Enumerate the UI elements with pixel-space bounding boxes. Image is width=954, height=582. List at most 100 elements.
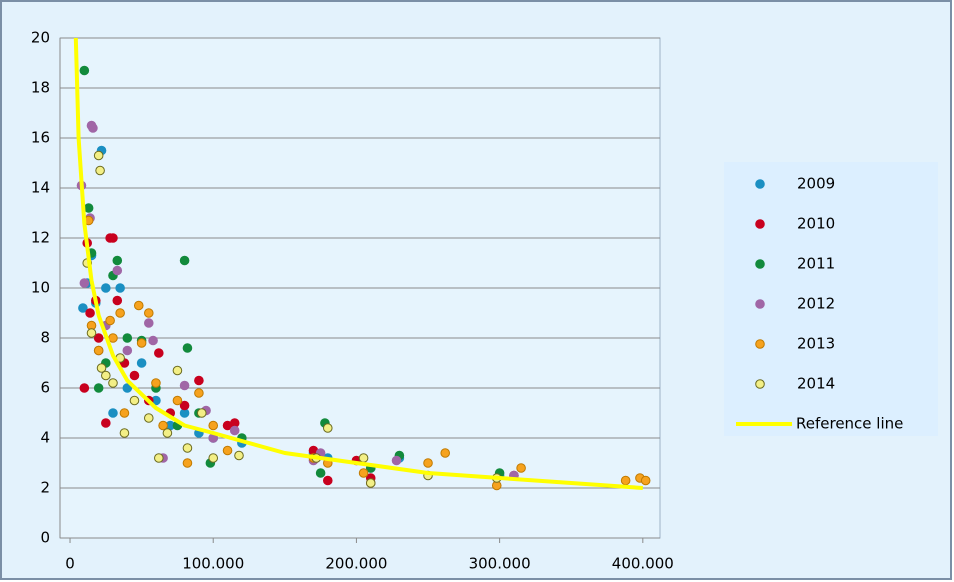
scatter-point xyxy=(423,458,433,468)
legend-label: 2013 xyxy=(797,335,835,353)
scatter-point xyxy=(86,328,97,338)
scatter-point xyxy=(129,395,140,406)
scatter-point xyxy=(96,363,107,373)
scatter-point xyxy=(196,408,207,418)
scatter-point xyxy=(119,428,130,438)
scatter-point xyxy=(136,358,147,368)
legend-marker xyxy=(755,179,765,189)
scatter-point xyxy=(172,395,183,406)
scatter-point xyxy=(229,425,240,436)
scatter-point xyxy=(179,400,190,411)
legend-marker xyxy=(755,339,765,349)
legend-marker xyxy=(755,259,765,269)
scatter-point xyxy=(322,475,333,486)
scatter-point xyxy=(158,420,168,431)
scatter-point xyxy=(315,468,326,478)
y-tick-label: 10 xyxy=(31,279,50,297)
scatter-point xyxy=(208,453,219,463)
scatter-point xyxy=(358,453,369,463)
scatter-point xyxy=(516,463,526,473)
scatter-point xyxy=(93,383,104,393)
x-tick-label: 200.000 xyxy=(325,555,387,573)
y-tick-label: 16 xyxy=(31,129,50,147)
scatter-point xyxy=(108,333,118,343)
scatter-point xyxy=(391,455,402,466)
y-tick-label: 2 xyxy=(40,479,50,497)
legend-marker xyxy=(755,379,765,389)
scatter-point xyxy=(194,388,204,398)
scatter-point xyxy=(182,343,193,353)
scatter-point xyxy=(95,165,105,176)
scatter-point xyxy=(182,458,193,468)
legend-label: 2012 xyxy=(797,295,835,313)
scatter-point xyxy=(79,278,90,288)
scatter-point xyxy=(115,308,125,318)
scatter-point xyxy=(640,475,651,486)
scatter-point xyxy=(112,255,123,266)
scatter-point xyxy=(108,378,118,388)
scatter-point xyxy=(179,380,190,391)
scatter-point xyxy=(122,383,133,393)
legend-label: 2010 xyxy=(797,215,835,233)
y-tick-label: 20 xyxy=(31,29,50,47)
scatter-point xyxy=(129,370,140,381)
scatter-point xyxy=(83,203,94,213)
reference-line xyxy=(73,37,643,490)
y-tick-label: 6 xyxy=(40,379,50,397)
legend-box xyxy=(724,162,938,436)
scatter-point xyxy=(108,408,118,418)
scatter-point xyxy=(154,348,164,358)
y-tick-label: 12 xyxy=(31,229,50,247)
x-tick-label: 400.000 xyxy=(612,555,674,573)
scatter-point xyxy=(151,378,161,388)
legend-label: 2009 xyxy=(797,175,835,193)
scatter-point xyxy=(112,265,123,276)
scatter-point xyxy=(88,123,98,133)
scatter-point xyxy=(365,478,376,488)
y-tick-label: 4 xyxy=(40,429,50,447)
scatter-point xyxy=(440,448,451,458)
scatter-point xyxy=(148,335,158,346)
scatter-point xyxy=(222,445,233,456)
scatter-point xyxy=(101,418,111,428)
scatter-point xyxy=(93,150,104,161)
y-tick-label: 8 xyxy=(40,329,50,347)
y-tick-label: 0 xyxy=(40,529,50,547)
y-tick-label: 18 xyxy=(31,79,50,97)
scatter-point xyxy=(154,453,164,463)
scatter-point xyxy=(143,308,154,318)
scatter-point xyxy=(133,300,144,311)
scatter-point xyxy=(179,255,190,266)
x-tick-label: 100.000 xyxy=(182,555,244,573)
scatter-point xyxy=(78,303,88,313)
legend-label: 2011 xyxy=(797,255,835,273)
scatter-point xyxy=(143,318,154,328)
scatter-point xyxy=(182,443,193,453)
legend-label: 2014 xyxy=(797,375,835,393)
scatter-point xyxy=(119,408,130,418)
scatter-point xyxy=(136,338,147,348)
scatter-point xyxy=(620,475,631,486)
scatter-point xyxy=(172,365,183,376)
scatter-point xyxy=(112,295,123,306)
scatter-point xyxy=(115,283,125,293)
scatter-point xyxy=(194,375,204,386)
scatter-point xyxy=(143,413,154,423)
x-tick-label: 0 xyxy=(65,555,75,573)
scatter-point xyxy=(101,283,111,293)
scatter-point xyxy=(93,345,104,356)
legend-marker xyxy=(755,299,765,309)
scatter-point xyxy=(85,308,95,318)
scatter-point xyxy=(93,333,104,343)
scatter-point xyxy=(79,383,90,393)
scatter-point xyxy=(79,65,90,76)
legend-label: Reference line xyxy=(796,415,903,433)
scatter-point xyxy=(108,233,118,243)
scatter-point xyxy=(122,345,133,356)
scatter-point xyxy=(322,423,333,433)
scatter-point xyxy=(101,370,111,381)
legend-marker xyxy=(755,219,765,229)
x-tick-label: 300.000 xyxy=(469,555,531,573)
